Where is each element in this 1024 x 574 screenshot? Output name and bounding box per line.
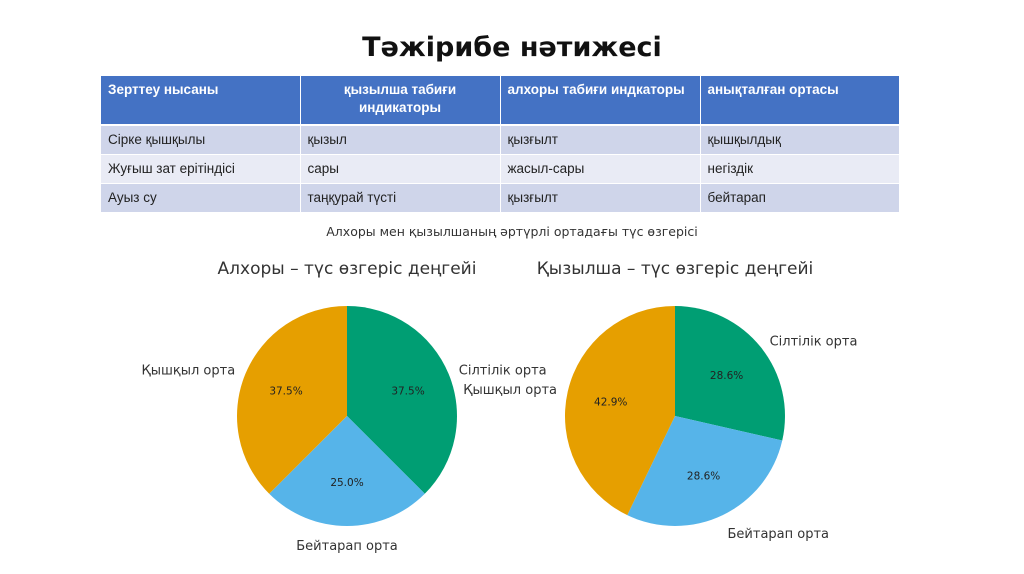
pie-slice-бейтарап-орта [627,416,783,527]
pie-category-label: Сілтілік орта [770,335,858,350]
pie-slice-сілтілік-орта [675,306,785,441]
pie-slice-қышқыл-орта [564,306,675,516]
header-cell-plum-indicator: алхоры табиғи индкаторы [500,76,701,126]
pie-percent-label: 37.5% [269,386,302,398]
pie-category-label: Бейтарап орта [728,527,830,542]
pie-slice-сілтілік-орта [347,306,457,494]
pie-slice-қышқыл-орта [237,306,347,494]
table-cell: жасыл-сары [500,154,701,184]
table-header-row: Зерттеу нысаны қызылша табиғи индикаторы… [101,76,900,126]
table-cell: Сірке қышқылы [101,125,301,155]
table-row: Жуғыш зат ерітіндісі сары жасыл-сары нег… [101,154,900,184]
pie-percent-label: 42.9% [594,396,627,408]
table-cell: қышқылдық [700,125,900,155]
table-cell: сары [300,154,501,184]
table-cell: қызғылт [500,125,701,155]
pie-slice-бейтарап-орта [269,416,425,526]
pie-category-label: Қышқыл орта [141,364,235,379]
table-cell: негіздік [700,154,900,184]
pie-percent-label: 28.6% [687,471,720,483]
pie-category-label: Қышқыл орта [463,383,557,398]
header-cell-object: Зерттеу нысаны [101,76,301,126]
pie-category-label: Сілтілік орта [459,364,547,379]
pie-category-label: Бейтарап орта [296,539,398,554]
table-cell: бейтарап [700,183,900,213]
table-row: Ауыз су таңқурай түсті қызғылт бейтарап [101,183,900,213]
pie-percent-label: 28.6% [710,370,743,382]
charts-title: Алхоры мен қызылшаның әртүрлі ортадағы т… [326,224,698,239]
pie-percent-label: 25.0% [330,477,363,489]
table-cell: қызыл [300,125,501,155]
header-cell-environment: анықталған ортасы [700,76,900,126]
table-cell: Ауыз су [101,183,301,213]
slide-title: Тәжірибе нәтижесі [362,32,662,63]
results-table: Зерттеу нысаны қызылша табиғи индикаторы… [101,76,900,213]
pie-chart-1: Алхоры – түс өзгеріс деңгейі 37.5% Сілтілі… [141,259,546,554]
pie-title: Қызылша – түс өзгеріс деңгейі [537,259,814,279]
table-cell: қызғылт [500,183,701,213]
table-row: Сірке қышқылы қызыл қызғылт қышқылдық [101,125,900,155]
pie-title: Алхоры – түс өзгеріс деңгейі [218,259,477,279]
pie-percent-label: 37.5% [391,386,424,398]
header-cell-beet-indicator: қызылша табиғи индикаторы [300,76,501,126]
table-cell: Жуғыш зат ерітіндісі [101,154,301,184]
pie-chart-2: Қызылша – түс өзгеріс деңгейі 28.6% Сілтіл… [463,259,857,542]
table-cell: таңқурай түсті [300,183,501,213]
